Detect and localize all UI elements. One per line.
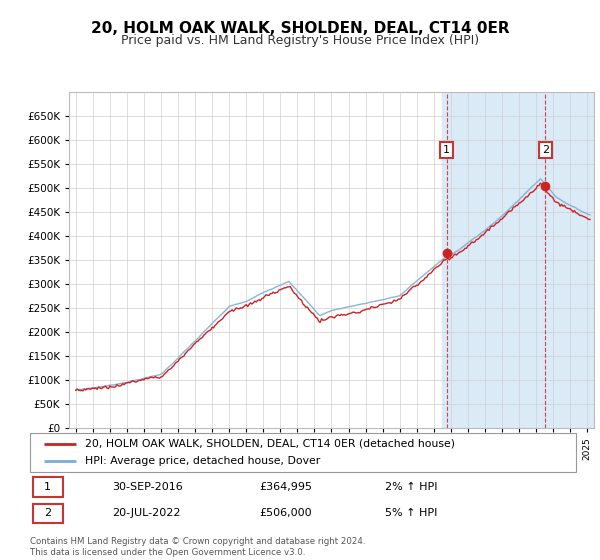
Text: Price paid vs. HM Land Registry's House Price Index (HPI): Price paid vs. HM Land Registry's House … xyxy=(121,34,479,46)
Text: 2: 2 xyxy=(44,508,52,518)
Bar xyxy=(442,92,600,428)
Text: 1: 1 xyxy=(44,482,51,492)
FancyBboxPatch shape xyxy=(33,503,63,523)
Text: 2% ↑ HPI: 2% ↑ HPI xyxy=(385,482,437,492)
Text: 5% ↑ HPI: 5% ↑ HPI xyxy=(385,508,437,518)
Text: 2: 2 xyxy=(542,145,549,155)
Text: HPI: Average price, detached house, Dover: HPI: Average price, detached house, Dove… xyxy=(85,456,320,466)
Text: 20, HOLM OAK WALK, SHOLDEN, DEAL, CT14 0ER: 20, HOLM OAK WALK, SHOLDEN, DEAL, CT14 0… xyxy=(91,21,509,36)
Text: 20-JUL-2022: 20-JUL-2022 xyxy=(112,508,181,518)
Text: Contains HM Land Registry data © Crown copyright and database right 2024.
This d: Contains HM Land Registry data © Crown c… xyxy=(30,537,365,557)
Text: 30-SEP-2016: 30-SEP-2016 xyxy=(112,482,182,492)
FancyBboxPatch shape xyxy=(33,477,63,497)
Text: £364,995: £364,995 xyxy=(259,482,313,492)
Text: £506,000: £506,000 xyxy=(259,508,312,518)
Text: 1: 1 xyxy=(443,145,450,155)
Text: 20, HOLM OAK WALK, SHOLDEN, DEAL, CT14 0ER (detached house): 20, HOLM OAK WALK, SHOLDEN, DEAL, CT14 0… xyxy=(85,438,455,449)
